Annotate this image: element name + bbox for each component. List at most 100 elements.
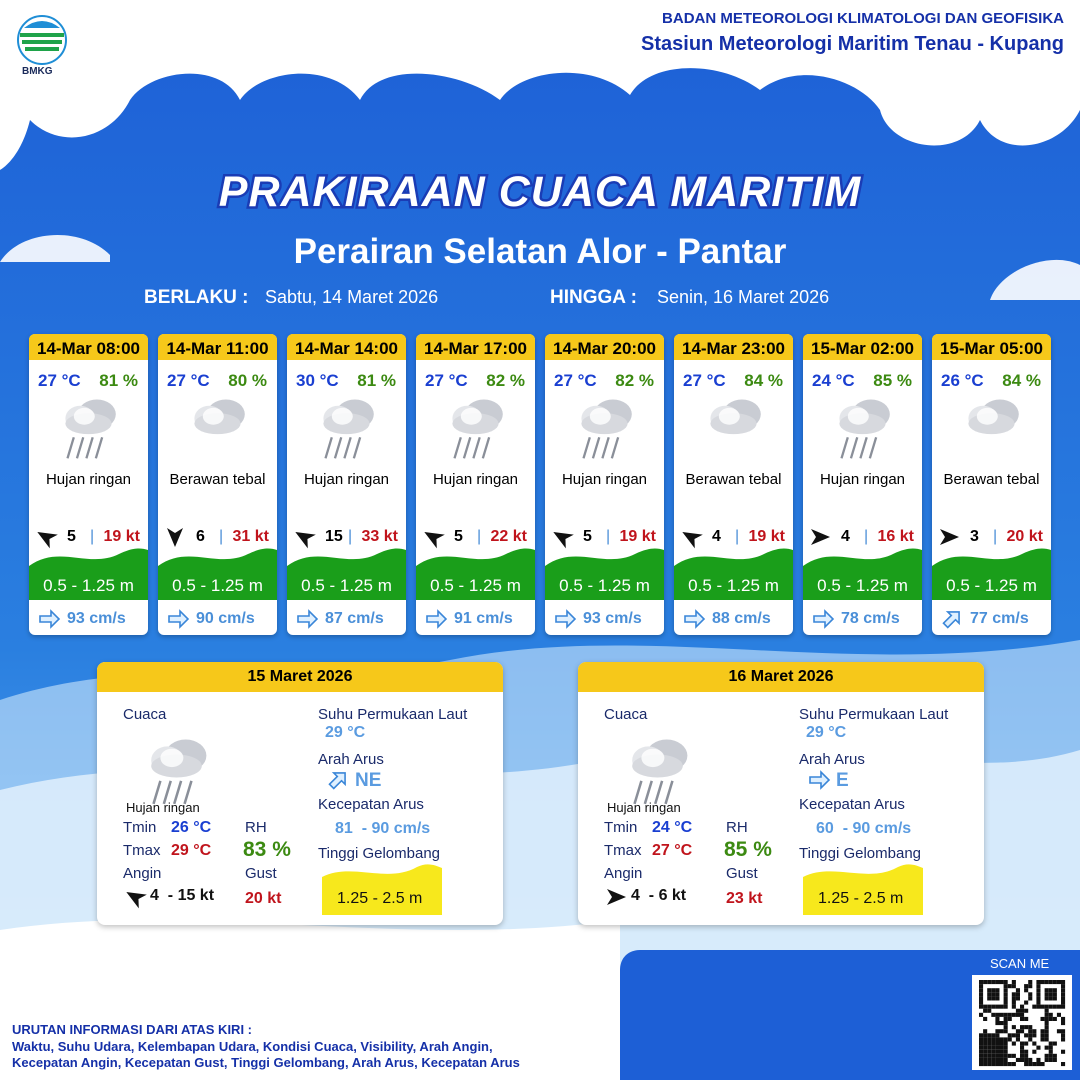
gust: 19 kt bbox=[748, 528, 785, 545]
qr-module bbox=[1044, 980, 1049, 985]
qr-module bbox=[1003, 988, 1008, 993]
qr-module bbox=[1036, 1000, 1041, 1005]
qr-module bbox=[1003, 1049, 1008, 1054]
cloud-part bbox=[847, 407, 869, 425]
top-clouds bbox=[0, 0, 1080, 170]
qr-module bbox=[991, 992, 996, 997]
qr-module bbox=[1024, 1049, 1029, 1054]
wave-height: 0.5 - 1.25 m bbox=[43, 576, 134, 595]
gust: 19 kt bbox=[619, 528, 656, 545]
label: Tinggi Gelombang bbox=[318, 845, 441, 862]
qr-module bbox=[1052, 992, 1057, 997]
qr-module bbox=[1015, 988, 1020, 993]
separator: | bbox=[90, 528, 95, 545]
label: Kecepatan Arus bbox=[799, 796, 905, 813]
logo-stripes bbox=[20, 33, 64, 51]
qr-module bbox=[983, 1033, 988, 1038]
forecast-card: 15-Mar 05:00 26 °C 84 % Berawan tebal 3 | 20 k… bbox=[932, 334, 1051, 635]
qr-module bbox=[983, 1041, 988, 1046]
qr-module bbox=[1061, 1016, 1066, 1021]
wind-speed: 4 bbox=[841, 528, 850, 545]
weather: Hujan ringan bbox=[607, 800, 681, 815]
title: PRAKIRAAN CUACA MARITIM bbox=[216, 166, 862, 219]
time: 14-Mar 11:00 bbox=[158, 334, 277, 360]
humidity: 81 % bbox=[99, 371, 138, 390]
qr-module bbox=[999, 1041, 1004, 1046]
subtitle: Perairan Selatan Alor - Pantar bbox=[293, 232, 787, 271]
qr-module bbox=[1024, 1033, 1029, 1038]
daily-box: 16 Maret 2026 Cuaca Hujan ringan Tmin 24 °C T… bbox=[578, 662, 984, 925]
cloud-part bbox=[160, 748, 184, 768]
card-graphics bbox=[158, 399, 277, 629]
forecast-card: 14-Mar 20:00 27 °C 82 % Hujan ringan 5 | 19 kt… bbox=[545, 334, 664, 635]
qr-module bbox=[1056, 980, 1061, 985]
qr-module bbox=[1044, 1012, 1049, 1017]
rain-drop bbox=[653, 780, 664, 805]
qr-module bbox=[995, 992, 1000, 997]
wind-arrow bbox=[682, 532, 703, 549]
weather: Hujan ringan bbox=[561, 471, 648, 488]
wind-arrow bbox=[607, 889, 626, 905]
rain-drop bbox=[462, 436, 472, 459]
rain-drop bbox=[324, 436, 333, 459]
qr-module bbox=[1024, 1000, 1029, 1005]
wave-band bbox=[545, 548, 664, 600]
qr-module bbox=[995, 1041, 1000, 1046]
forecast-card: 15-Mar 02:00 24 °C 85 % Hujan ringan 4 | 16 kt… bbox=[803, 334, 922, 635]
to-label-text: HINGGA : bbox=[550, 287, 637, 308]
qr-module bbox=[1011, 980, 1016, 985]
label: Tmax bbox=[604, 842, 642, 859]
qr-module bbox=[983, 1008, 988, 1013]
humidity: 80 % bbox=[228, 371, 267, 390]
qr-module bbox=[1032, 1004, 1037, 1009]
scan-label: SCAN ME bbox=[990, 956, 1050, 971]
qr-module bbox=[1011, 1062, 1016, 1067]
temperature: 27 °C bbox=[167, 371, 210, 390]
cloud bbox=[990, 259, 1080, 300]
qr-module bbox=[1003, 992, 1008, 997]
qr-module bbox=[987, 980, 992, 985]
wind-speed: 6 bbox=[196, 528, 205, 545]
qr-module bbox=[1028, 1029, 1033, 1034]
qr-module bbox=[1040, 1062, 1045, 1067]
qr-module bbox=[1048, 992, 1053, 997]
qr-module bbox=[1007, 984, 1012, 989]
qr-module bbox=[1061, 996, 1066, 1001]
qr-module bbox=[1044, 1037, 1049, 1042]
qr-module bbox=[995, 1012, 1000, 1017]
qr-module bbox=[983, 1045, 988, 1050]
humidity: 82 % bbox=[486, 371, 525, 390]
cloud-icon bbox=[710, 399, 761, 435]
wave-height: 1.25 - 2.5 m bbox=[337, 890, 423, 907]
qr-module bbox=[995, 996, 1000, 1001]
qr-module bbox=[1036, 992, 1041, 997]
qr-module bbox=[1007, 1037, 1012, 1042]
qr-module bbox=[1056, 1012, 1061, 1017]
weather: Berawan tebal bbox=[169, 471, 266, 488]
separator: | bbox=[477, 528, 482, 545]
qr-module bbox=[1052, 988, 1057, 993]
qr-module bbox=[995, 1057, 1000, 1062]
cloud-icon bbox=[151, 739, 207, 805]
rain-drop bbox=[840, 436, 849, 459]
qr-module bbox=[1061, 1004, 1066, 1009]
qr-module bbox=[1061, 1033, 1066, 1038]
forecast-card: 14-Mar 11:00 27 °C 80 % Berawan tebal 6 | 31 k… bbox=[158, 334, 277, 635]
qr-module bbox=[1024, 988, 1029, 993]
card-graphics bbox=[29, 399, 148, 629]
qr-module bbox=[1020, 1016, 1025, 1021]
card-graphics bbox=[932, 399, 1051, 629]
cloud-icon bbox=[581, 399, 632, 459]
rain-drop bbox=[601, 436, 610, 459]
qr-module bbox=[979, 1012, 984, 1017]
wave-band bbox=[932, 548, 1051, 600]
rain-drop bbox=[352, 436, 362, 459]
qr-module bbox=[1003, 980, 1008, 985]
weather: Hujan ringan bbox=[45, 471, 132, 488]
qr-module bbox=[1024, 1057, 1029, 1062]
legend-title: URUTAN INFORMASI DARI ATAS KIRI : bbox=[12, 1022, 252, 1037]
current-speed: 88 cm/s bbox=[712, 610, 771, 627]
gust: 33 kt bbox=[361, 528, 398, 545]
